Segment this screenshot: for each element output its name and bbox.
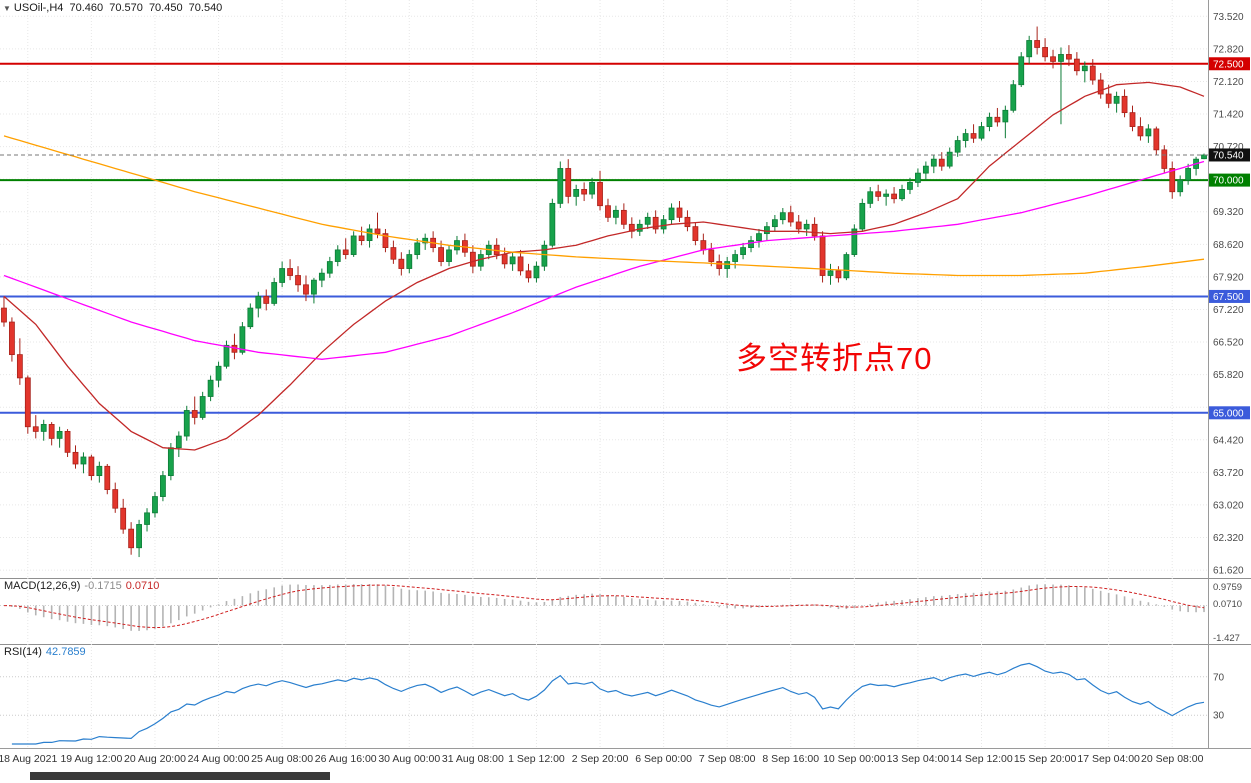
scrollbar-handle[interactable] (30, 772, 330, 780)
moving-averages (3, 81, 1205, 451)
ohlc-close: 70.540 (188, 2, 223, 14)
svg-text:67.920: 67.920 (1213, 272, 1244, 283)
rsi-name: RSI(14) (4, 646, 42, 658)
svg-text:0.9759: 0.9759 (1213, 582, 1242, 593)
svg-text:63.720: 63.720 (1213, 468, 1244, 479)
time-label: 20 Sep 08:00 (1140, 753, 1204, 765)
svg-text:69.320: 69.320 (1213, 207, 1244, 218)
svg-text:30: 30 (1213, 711, 1225, 722)
time-axis[interactable]: 18 Aug 2021 19 Aug 12:00 20 Aug 20:00 24 Au… (0, 748, 1251, 770)
rsi-canvas[interactable]: 70 30 (0, 644, 1251, 748)
macd-panel: 0.9759 0.0710 -1.427 MACD(12,26,9) -0.1715 0… (0, 578, 1251, 644)
svg-text:72.820: 72.820 (1213, 44, 1244, 55)
time-label: 6 Sep 00:00 (635, 753, 692, 765)
macd-label: MACD(12,26,9) -0.1715 0.0710 (4, 580, 163, 592)
price-badge (1209, 173, 1250, 187)
time-label: 2 Sep 20:00 (571, 753, 629, 765)
rsi-panel: 70 30 RSI(14) 42.7859 (0, 644, 1251, 748)
rsi-line (11, 662, 1205, 745)
macd-signal-line (3, 584, 1205, 629)
price-chart-panel: 73.520 72.820 72.120 71.420 70.720 69.320 68.6… (0, 0, 1251, 578)
time-label: 8 Sep 16:00 (762, 753, 820, 765)
svg-text:-1.427: -1.427 (1213, 633, 1240, 644)
time-label: 14 Sep 12:00 (950, 753, 1013, 765)
price-chart-canvas[interactable]: 73.520 72.820 72.120 71.420 70.720 69.320 68.6… (0, 0, 1251, 578)
price-badge (1209, 289, 1250, 303)
time-label: 18 Aug 2021 (0, 753, 58, 765)
symbol-dropdown-icon[interactable]: ▼ (3, 4, 11, 13)
svg-text:63.020: 63.020 (1213, 500, 1244, 511)
svg-text:64.420: 64.420 (1213, 435, 1244, 446)
time-label: 25 Aug 08:00 (251, 753, 314, 765)
price-badge (1209, 406, 1250, 420)
rsi-value: 42.7859 (45, 646, 86, 658)
symbol-ohlc-header: ▼ USOil-,H4 70.460 70.570 70.450 70.540 (3, 2, 225, 14)
svg-text:68.620: 68.620 (1213, 240, 1244, 251)
svg-text:66.520: 66.520 (1213, 338, 1244, 349)
time-label: 17 Sep 04:00 (1077, 753, 1140, 765)
horizontal-scrollbar[interactable] (0, 770, 1251, 783)
svg-text:0.0710: 0.0710 (1213, 599, 1242, 610)
svg-text:70.720: 70.720 (1213, 142, 1244, 153)
ma-mid-magenta (3, 160, 1205, 360)
price-badge (1209, 148, 1250, 162)
svg-text:67.500: 67.500 (1213, 292, 1244, 303)
svg-text:65.820: 65.820 (1213, 370, 1244, 381)
time-label: 24 Aug 00:00 (187, 753, 250, 765)
time-label: 31 Aug 08:00 (441, 753, 504, 765)
time-label: 1 Sep 12:00 (508, 753, 565, 765)
time-label: 13 Sep 04:00 (886, 753, 950, 765)
time-label: 10 Sep 00:00 (823, 753, 886, 765)
svg-text:72.500: 72.500 (1213, 59, 1244, 70)
symbol-timeframe-label: USOil-,H4 (13, 2, 64, 14)
time-label: 7 Sep 08:00 (698, 753, 756, 765)
svg-text:67.220: 67.220 (1213, 305, 1244, 316)
horizontal-level-lines (0, 62, 1208, 414)
svg-text:72.120: 72.120 (1213, 77, 1244, 88)
ohlc-low: 70.450 (148, 2, 183, 14)
price-axis[interactable]: 73.520 72.820 72.120 71.420 70.720 69.320 68.6… (1208, 0, 1251, 578)
svg-text:70.540: 70.540 (1213, 150, 1244, 161)
svg-text:71.420: 71.420 (1213, 110, 1244, 121)
time-label: 15 Sep 20:00 (1013, 753, 1077, 765)
macd-histogram (11, 584, 1205, 631)
rsi-label: RSI(14) 42.7859 (4, 646, 90, 658)
svg-text:61.620: 61.620 (1213, 566, 1244, 577)
time-label: 26 Aug 16:00 (314, 753, 377, 765)
svg-text:70.000: 70.000 (1213, 176, 1244, 187)
macd-main-value: -0.1715 (84, 580, 122, 592)
svg-text:65.000: 65.000 (1213, 408, 1244, 419)
macd-name: MACD(12,26,9) (4, 580, 81, 592)
candlesticks (1, 26, 1207, 558)
ohlc-open: 70.460 (69, 2, 104, 14)
chart-text-annotation[interactable]: 多空转折点70 (736, 341, 933, 376)
ma-fast-red (3, 81, 1205, 451)
time-label: 19 Aug 12:00 (60, 753, 123, 765)
svg-text:73.520: 73.520 (1213, 12, 1244, 23)
ma-slow-orange (3, 135, 1205, 277)
price-badge (1209, 57, 1250, 71)
grid-lines (0, 0, 1208, 578)
macd-canvas[interactable]: 0.9759 0.0710 -1.427 (0, 578, 1251, 644)
ohlc-high: 70.570 (109, 2, 143, 14)
macd-signal-value: 0.0710 (125, 580, 160, 592)
time-label: 20 Aug 20:00 (124, 753, 186, 765)
svg-text:70: 70 (1213, 672, 1225, 683)
time-label: 30 Aug 00:00 (378, 753, 441, 765)
svg-text:62.320: 62.320 (1213, 533, 1244, 544)
